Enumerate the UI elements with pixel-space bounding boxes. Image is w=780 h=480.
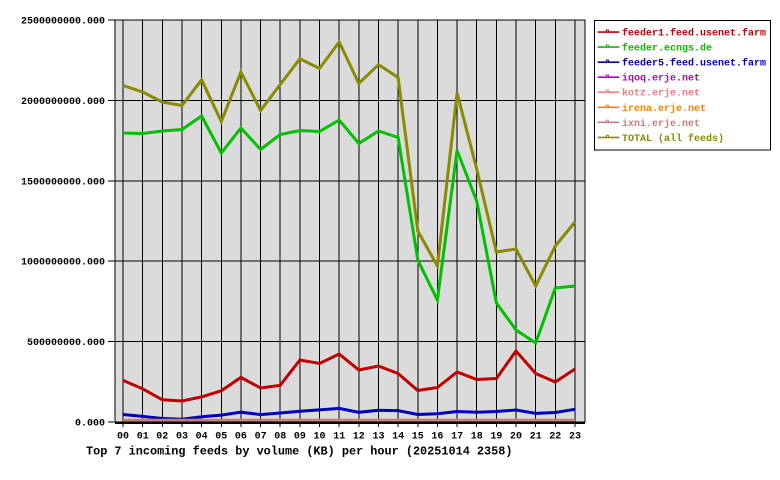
svg-text:14: 14: [392, 432, 404, 443]
svg-text:16: 16: [431, 432, 443, 443]
svg-text:01: 01: [137, 432, 149, 443]
svg-text:11: 11: [333, 432, 345, 443]
svg-text:06: 06: [235, 432, 247, 443]
svg-text:10: 10: [313, 432, 325, 443]
svg-text:500000000.000: 500000000.000: [27, 338, 105, 349]
svg-text:18: 18: [471, 432, 483, 443]
svg-text:07: 07: [255, 432, 267, 443]
svg-text:feeder.ecngs.de: feeder.ecngs.de: [622, 43, 712, 55]
svg-text:09: 09: [294, 432, 306, 443]
svg-text:08: 08: [274, 432, 286, 443]
svg-text:Top 7 incoming feeds by volume: Top 7 incoming feeds by volume (KB) per …: [86, 445, 512, 459]
svg-text:1500000000.000: 1500000000.000: [21, 177, 105, 188]
svg-text:TOTAL (all feeds): TOTAL (all feeds): [622, 133, 724, 145]
svg-text:20: 20: [510, 432, 522, 443]
svg-text:05: 05: [215, 432, 227, 443]
svg-text:0.000: 0.000: [75, 419, 105, 430]
svg-text:feeder1.feed.usenet.farm: feeder1.feed.usenet.farm: [622, 28, 766, 40]
svg-text:iqoq.erje.net: iqoq.erje.net: [622, 73, 700, 85]
svg-text:irena.erje.net: irena.erje.net: [622, 103, 706, 115]
svg-text:02: 02: [156, 432, 168, 443]
svg-text:kotz.erje.net: kotz.erje.net: [622, 88, 700, 100]
svg-text:04: 04: [196, 432, 208, 443]
svg-text:22: 22: [549, 432, 561, 443]
svg-text:feeder5.feed.usenet.farm: feeder5.feed.usenet.farm: [622, 58, 766, 70]
svg-text:15: 15: [412, 432, 424, 443]
svg-text:13: 13: [372, 432, 384, 443]
svg-text:00: 00: [117, 432, 129, 443]
svg-text:ixni.erje.net: ixni.erje.net: [622, 118, 700, 130]
svg-text:1000000000.000: 1000000000.000: [21, 258, 105, 269]
svg-text:19: 19: [490, 432, 502, 443]
svg-text:23: 23: [569, 432, 581, 443]
svg-text:2500000000.000: 2500000000.000: [21, 17, 105, 28]
svg-text:21: 21: [530, 432, 542, 443]
svg-text:03: 03: [176, 432, 188, 443]
svg-text:12: 12: [353, 432, 365, 443]
svg-text:2000000000.000: 2000000000.000: [21, 97, 105, 108]
svg-text:17: 17: [451, 432, 463, 443]
